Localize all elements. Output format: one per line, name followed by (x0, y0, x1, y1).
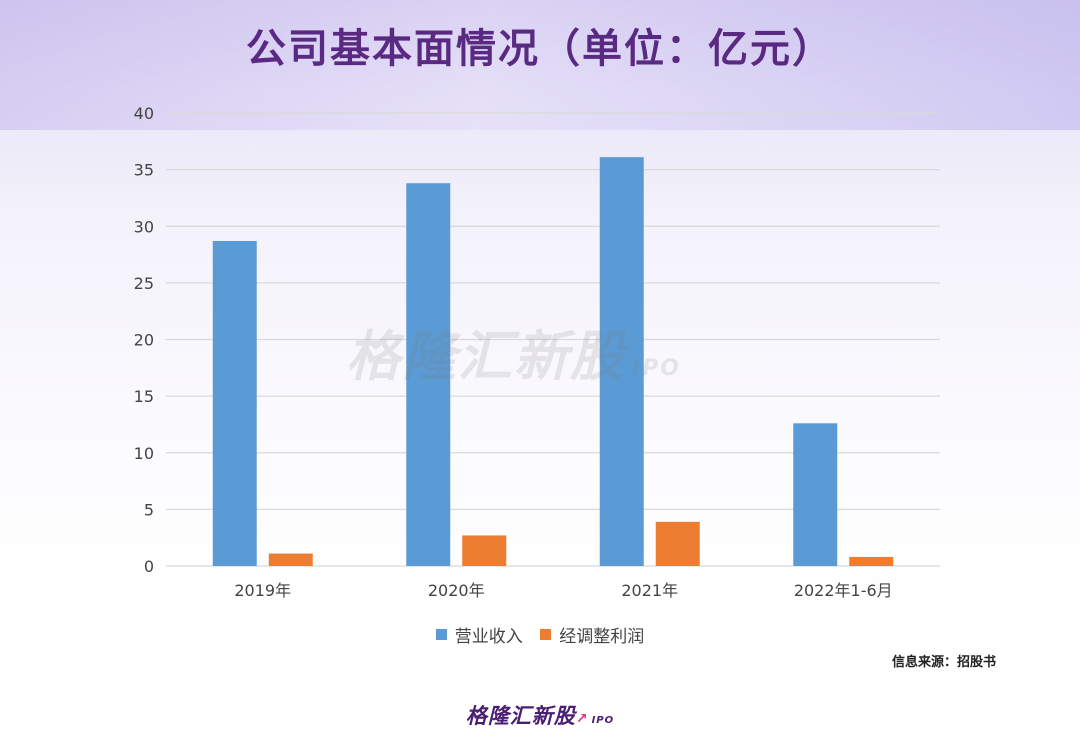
y-tick-label: 30 (134, 217, 154, 236)
y-tick-label: 20 (134, 331, 154, 350)
chart-legend: 营业收入 经调整利润 (0, 622, 1080, 647)
y-tick-label: 25 (134, 274, 154, 293)
x-tick-label: 2022年1-6月 (794, 581, 893, 600)
legend-label-profit: 经调整利润 (559, 627, 645, 647)
bar-profit (849, 556, 894, 566)
bar-revenue (793, 423, 838, 566)
bar-profit (462, 535, 507, 566)
footer-logo: 格隆汇新股↗ IPO (465, 704, 615, 728)
y-tick-label: 5 (144, 500, 154, 519)
source-note: 信息来源：招股书 (891, 655, 996, 670)
legend-item-profit: 经调整利润 (540, 622, 644, 647)
legend-item-revenue: 营业收入 (435, 622, 523, 647)
y-tick-label: 0 (144, 557, 154, 576)
y-tick-label: 10 (134, 444, 154, 463)
watermark: 格隆汇新股 IPO (346, 325, 682, 388)
bar-revenue (212, 240, 257, 566)
header-band (0, 0, 1080, 130)
legend-swatch-revenue (435, 629, 447, 640)
y-tick-label: 40 (134, 104, 154, 123)
bar-profit (655, 521, 700, 566)
legend-swatch-profit (540, 629, 552, 640)
x-tick-label: 2019年 (234, 581, 291, 600)
legend-label-revenue: 营业收入 (454, 627, 523, 647)
x-tick-label: 2020年 (428, 581, 485, 600)
bar-revenue (406, 183, 451, 566)
x-tick-label: 2021年 (621, 581, 678, 600)
y-tick-label: 15 (134, 387, 154, 406)
chart-title: 公司基本面情况（单位：亿元） (246, 26, 834, 72)
bar-profit (268, 553, 313, 566)
bar-revenue (599, 157, 644, 567)
y-tick-label: 35 (134, 161, 154, 180)
